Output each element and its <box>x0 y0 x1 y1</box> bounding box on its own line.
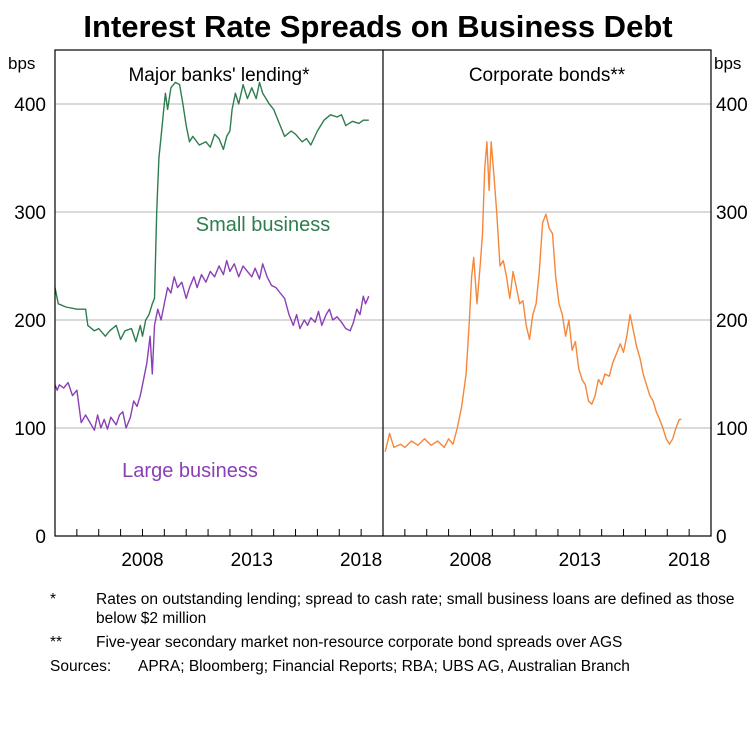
series-label-small-business: Small business <box>196 214 331 236</box>
x-tick-label-1-2018: 2018 <box>668 550 710 571</box>
series-line-large-business <box>54 259 370 431</box>
note-text-1: Rates on outstanding lending; spread to … <box>96 591 735 627</box>
series-label-large-business: Large business <box>122 460 258 482</box>
y-tick-label-left-200: 200 <box>14 311 46 332</box>
plot-layer: Major banks' lending* 2008 2013 2018 0 100 200… <box>8 49 748 571</box>
sources-text: APRA; Bloomberg; Financial Reports; RBA;… <box>138 658 630 675</box>
chart: Interest Rate Spreads on Business Debt M… <box>8 9 748 571</box>
notes: * Rates on outstanding lending; spread t… <box>50 590 740 681</box>
note-mark-1: * <box>50 591 57 608</box>
x-tick-label-1-2008: 2008 <box>449 550 491 571</box>
y-tick-label-right-400: 400 <box>716 95 748 116</box>
x-tick-label-0-2008: 2008 <box>121 550 163 571</box>
note-row-2: ** Five-year secondary market non-resour… <box>50 633 740 652</box>
y-unit-right: bps <box>714 54 741 73</box>
series-line-small-business <box>54 81 369 343</box>
y-tick-label-left-0: 0 <box>35 527 46 548</box>
sources-row: Sources: APRA; Bloomberg; Financial Repo… <box>50 657 740 676</box>
y-tick-label-right-0: 0 <box>716 527 727 548</box>
note-row-1: * Rates on outstanding lending; spread t… <box>50 590 740 628</box>
note-text-2: Five-year secondary market non-resource … <box>96 634 623 651</box>
x-tick-label-0-2018: 2018 <box>340 550 382 571</box>
y-tick-label-right-200: 200 <box>716 311 748 332</box>
panel-title-1: Corporate bonds** <box>469 65 626 86</box>
y-tick-label-left-400: 400 <box>14 95 46 116</box>
y-tick-label-right-300: 300 <box>716 203 748 224</box>
y-tick-label-right-100: 100 <box>716 419 748 440</box>
y-tick-label-left-100: 100 <box>14 419 46 440</box>
note-mark-2: ** <box>50 634 63 651</box>
y-unit-left: bps <box>8 54 35 73</box>
x-tick-label-0-2013: 2013 <box>231 550 273 571</box>
panel-title-0: Major banks' lending* <box>128 65 310 86</box>
y-tick-label-left-300: 300 <box>14 203 46 224</box>
series-line-corporate-bonds <box>384 141 682 452</box>
chart-title: Interest Rate Spreads on Business Debt <box>83 9 672 44</box>
x-tick-label-1-2013: 2013 <box>559 550 601 571</box>
sources-label: Sources: <box>50 658 112 675</box>
